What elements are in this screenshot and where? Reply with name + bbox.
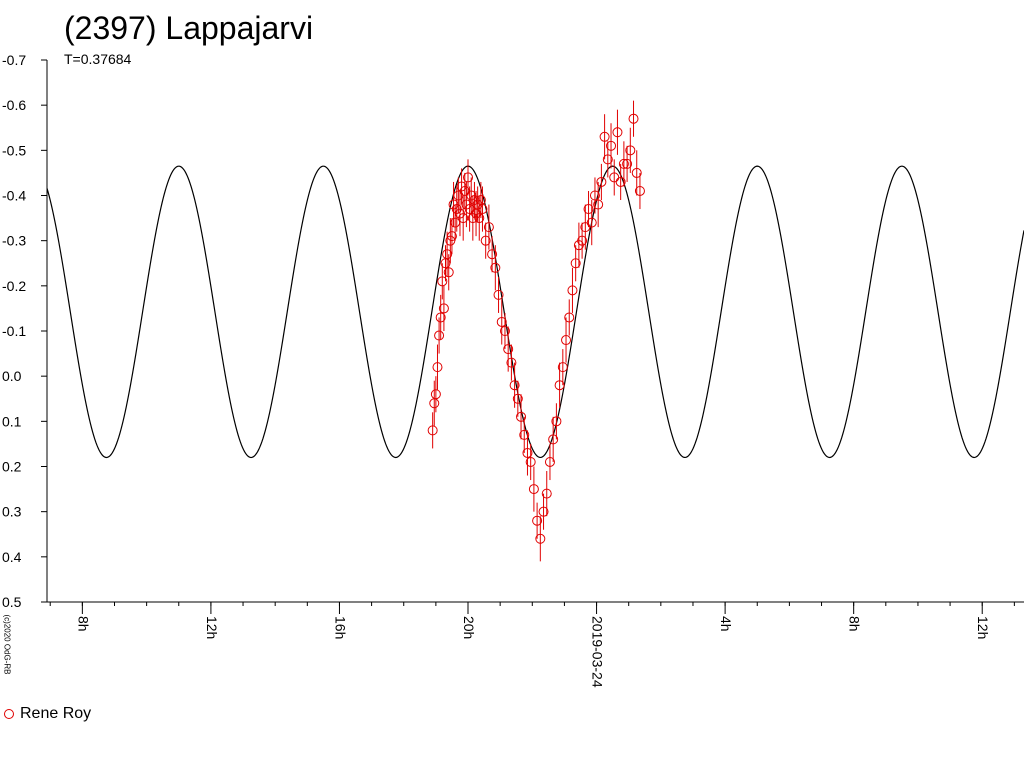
y-tick-label: -0.2 xyxy=(2,278,26,294)
data-point xyxy=(496,316,507,327)
data-point xyxy=(435,312,446,323)
data-point xyxy=(628,113,639,124)
data-point xyxy=(548,434,559,445)
data-point xyxy=(490,262,501,273)
data-point xyxy=(541,488,552,499)
data-point xyxy=(596,176,607,187)
data-point xyxy=(503,344,514,355)
x-tick-label: 4h xyxy=(718,616,734,632)
data-point xyxy=(599,131,610,142)
data-point xyxy=(512,393,523,404)
y-tick-label: -0.4 xyxy=(2,188,26,204)
data-point xyxy=(577,235,588,246)
data-point xyxy=(493,289,504,300)
data-point xyxy=(625,145,636,156)
x-tick-label: 8h xyxy=(75,616,91,632)
chart-title: (2397) Lappajarvi xyxy=(64,10,314,46)
model-curve xyxy=(46,165,1024,459)
model-curve-line xyxy=(46,165,1024,459)
y-tick-label: 0.3 xyxy=(2,504,22,520)
data-point xyxy=(606,140,617,151)
data-point xyxy=(535,533,546,544)
data-point xyxy=(499,326,510,336)
data-point xyxy=(443,267,454,278)
data-point xyxy=(522,447,533,458)
data-point xyxy=(557,362,568,373)
y-tick-label: 0.1 xyxy=(2,413,22,429)
data-point xyxy=(618,158,629,169)
data-point xyxy=(631,167,642,178)
data-point xyxy=(432,362,443,373)
y-tick-label: -0.7 xyxy=(2,52,26,68)
y-tick-label: -0.6 xyxy=(2,97,26,113)
data-point xyxy=(554,380,565,391)
period-label: T=0.37684 xyxy=(64,51,132,67)
x-tick-label: 12h xyxy=(204,616,220,639)
data-point xyxy=(519,429,530,440)
data-point xyxy=(525,456,536,467)
x-tick-label: 2019-03-24 xyxy=(590,616,606,688)
data-point xyxy=(438,303,449,314)
data-point xyxy=(437,276,448,287)
y-tick-label: 0.2 xyxy=(2,459,22,475)
data-point xyxy=(593,199,604,210)
data-point xyxy=(622,158,633,169)
data-point xyxy=(458,213,469,224)
x-tick-label: 8h xyxy=(847,616,863,632)
data-point xyxy=(509,380,520,391)
legend-marker-icon xyxy=(4,709,14,719)
data-point xyxy=(506,357,517,368)
x-tick-label: 16h xyxy=(332,616,348,639)
data-point xyxy=(487,249,498,260)
data-point xyxy=(474,213,485,224)
data-point xyxy=(583,204,594,215)
data-point xyxy=(528,484,539,495)
y-tick-label: 0.4 xyxy=(2,549,22,565)
data-points xyxy=(427,100,645,562)
data-point xyxy=(634,185,645,196)
y-tick-label: -0.3 xyxy=(2,233,26,249)
data-point xyxy=(434,330,445,341)
copyright-text: (c)2020 OdG-RB xyxy=(2,614,12,675)
data-point xyxy=(544,456,555,467)
y-tick-label: -0.5 xyxy=(2,142,26,158)
data-point xyxy=(430,389,441,400)
data-point xyxy=(427,425,438,436)
data-point xyxy=(586,217,597,228)
data-point xyxy=(538,506,549,517)
data-point xyxy=(612,127,623,138)
data-point xyxy=(564,312,575,323)
data-point xyxy=(532,515,543,526)
data-point xyxy=(477,204,488,215)
data-point xyxy=(551,416,562,427)
data-point xyxy=(483,222,494,233)
data-point xyxy=(589,190,600,201)
data-point xyxy=(602,154,613,165)
y-tick-label: 0.0 xyxy=(2,368,22,384)
data-point xyxy=(516,411,527,422)
data-point xyxy=(561,335,572,346)
data-point xyxy=(463,172,474,183)
data-point xyxy=(567,285,578,296)
data-point xyxy=(480,235,491,246)
legend-label: Rene Roy xyxy=(20,705,92,722)
data-point xyxy=(615,176,626,187)
x-tick-label: 12h xyxy=(975,616,991,639)
chart-axes: -0.7 -0.6 -0.5 -0.4 -0.3 -0.2 -0.1 0.0 0.1 0.2 0.3… xyxy=(2,52,1024,688)
data-point xyxy=(570,258,581,269)
y-tick-label: 0.5 xyxy=(2,594,22,610)
data-point xyxy=(446,231,457,242)
x-tick-label: 20h xyxy=(461,616,477,639)
legend: Rene Roy xyxy=(4,704,91,724)
y-tick-label: -0.1 xyxy=(2,323,26,339)
